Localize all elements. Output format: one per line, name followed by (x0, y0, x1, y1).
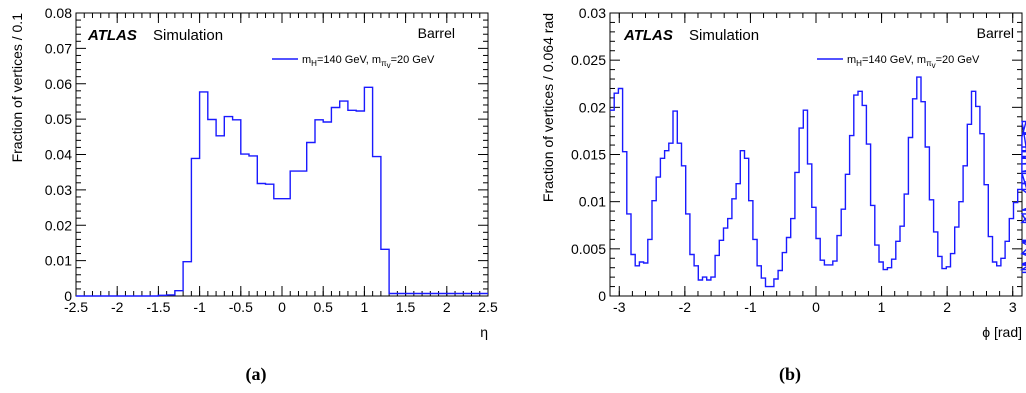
y-tick-label: 0.02 (45, 217, 72, 233)
x-tick-label: -1 (193, 299, 206, 315)
x-tick-label: -3 (613, 299, 626, 315)
y-tick-label: 0 (598, 288, 606, 304)
eta-histogram-panel: 00.010.020.030.040.050.060.070.08 -2.5 -2… (9, 5, 498, 385)
x-axis-ticks: -3 -2 -1 0 1 2 3 (613, 13, 1017, 315)
x-tick-label: 3 (1009, 299, 1017, 315)
x-tick-label: 1 (878, 299, 886, 315)
y-tick-label: 0.07 (45, 40, 72, 56)
panel-caption: (a) (246, 364, 267, 385)
y-tick-label: 0.025 (571, 52, 606, 68)
y-tick-label: 0.08 (45, 5, 72, 21)
x-axis-title: ϕ [rad] (982, 324, 1022, 340)
x-tick-label: -2 (679, 299, 692, 315)
y-tick-label: 0.04 (45, 147, 72, 163)
y-tick-label: 0.01 (579, 194, 606, 210)
x-tick-label: 2 (443, 299, 451, 315)
legend: mH=140 GeV, mπv=20 GeV (272, 54, 435, 70)
legend-entry: mH=140 GeV, mπv=20 GeV (302, 54, 435, 70)
x-tick-label: 2.5 (478, 299, 498, 315)
atlas-label: ATLAS (87, 27, 137, 44)
histogram-series-line (610, 76, 1026, 288)
x-tick-label: 0 (812, 299, 820, 315)
legend-entry: mH=140 GeV, mπv=20 GeV (847, 54, 980, 70)
y-tick-label: 0.015 (571, 147, 606, 163)
x-tick-label: 1.5 (396, 299, 416, 315)
x-tick-label: -1 (744, 299, 757, 315)
y-axis-title: Fraction of vertices / 0.1 (9, 13, 25, 163)
x-tick-label: 0 (278, 299, 286, 315)
region-label: Barrel (977, 25, 1014, 41)
x-tick-label: -0.5 (229, 299, 253, 315)
y-axis-ticks: 0 0.005 0.01 0.015 0.02 0.025 0.03 (571, 5, 1022, 304)
panel-caption: (b) (779, 364, 801, 385)
y-tick-label: 0.06 (45, 76, 72, 92)
x-tick-label: -2.5 (64, 299, 88, 315)
x-axis-title: η (480, 324, 488, 340)
x-tick-label: -2 (111, 299, 124, 315)
x-tick-label: 2 (943, 299, 951, 315)
x-tick-label: 0.5 (313, 299, 333, 315)
y-tick-label: 0.05 (45, 111, 72, 127)
x-tick-label: 1 (361, 299, 369, 315)
simulation-label: Simulation (153, 27, 223, 44)
histogram-series-line (76, 86, 488, 297)
y-axis-title: Fraction of vertices / 0.064 rad (540, 13, 556, 202)
y-tick-label: 0.005 (571, 241, 606, 257)
atlas-label: ATLAS (623, 27, 673, 44)
y-tick-label: 0.02 (579, 99, 606, 115)
simulation-label: Simulation (689, 27, 759, 44)
y-tick-label: 0.01 (45, 253, 72, 269)
x-tick-label: -1.5 (146, 299, 170, 315)
x-axis-ticks: -2.5 -2 -1.5 -1 -0.5 0 0.5 1 1.5 2 2.5 (64, 13, 498, 315)
region-label: Barrel (418, 25, 455, 41)
legend: mH=140 GeV, mπv=20 GeV (817, 54, 980, 70)
y-axis-ticks: 0 0.01 0.02 0.03 0.04 0.05 0.06 0.07 0.08 (45, 5, 488, 304)
y-tick-label: 0 (64, 288, 72, 304)
y-tick-label: 0.03 (579, 5, 606, 21)
y-tick-label: 0.03 (45, 182, 72, 198)
